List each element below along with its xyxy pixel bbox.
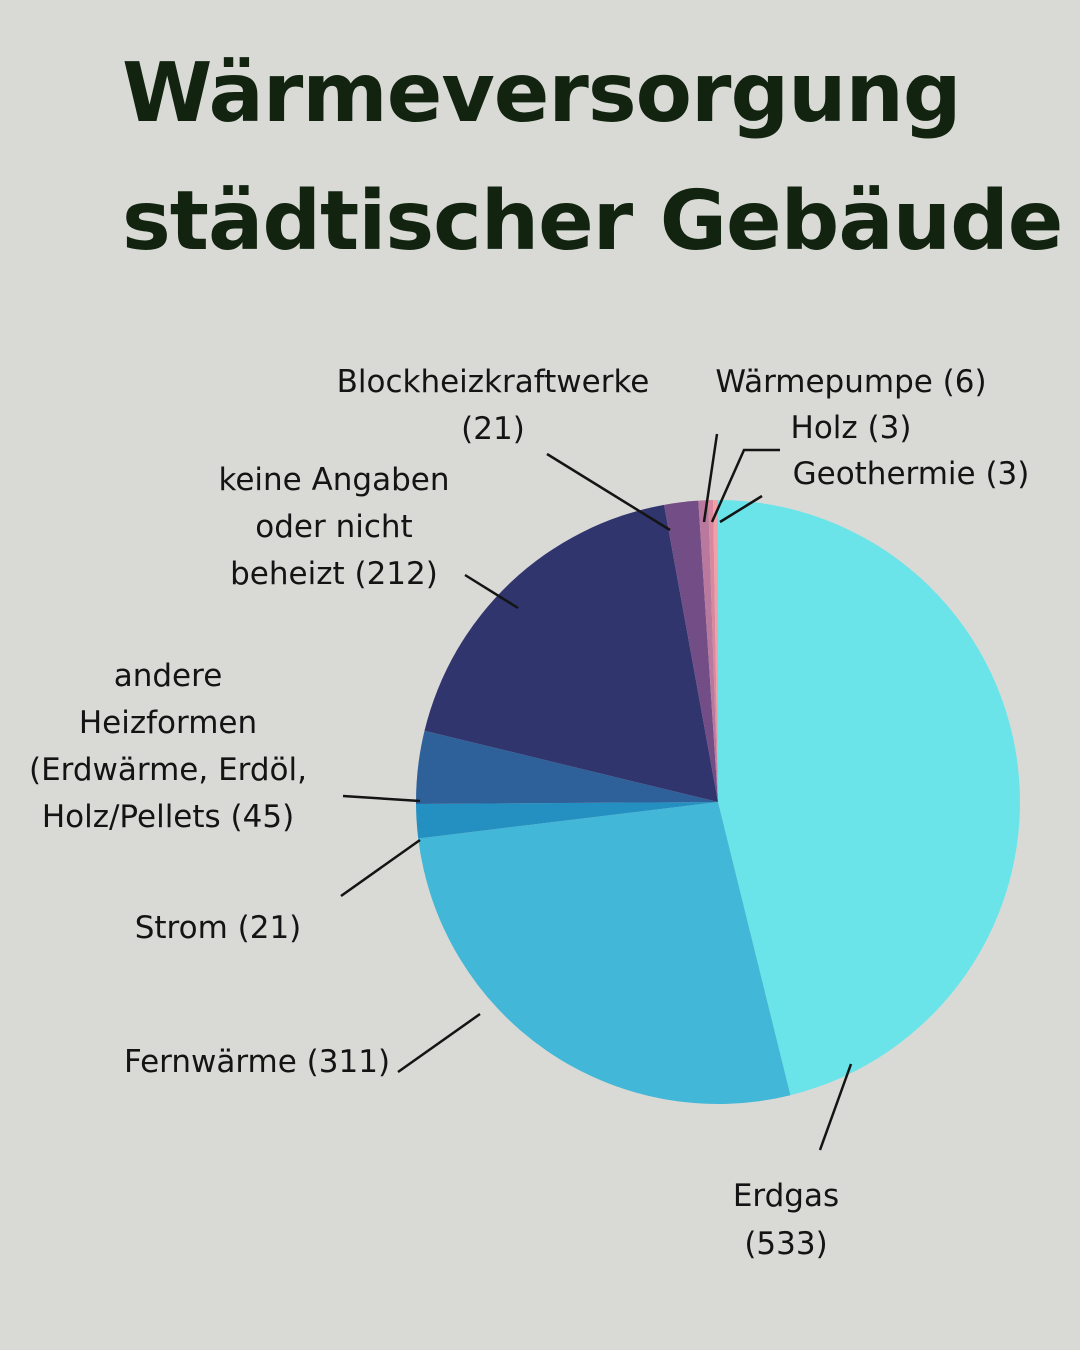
slice-label-keine-angaben: keine Angaben oder nicht beheizt (212) bbox=[218, 462, 449, 592]
leader-line-keine-angaben bbox=[464, 573, 519, 610]
leader-lines bbox=[340, 433, 853, 1151]
leader-line-fernw-rme-311 bbox=[397, 1012, 481, 1074]
pie-slice-holz-3 bbox=[708, 500, 718, 802]
slice-label-line: (21) bbox=[461, 411, 525, 447]
pie-slice-blockheizkraftwerke bbox=[664, 500, 718, 802]
pie-slice-andere bbox=[416, 730, 718, 805]
leader-line-geothermie-3 bbox=[719, 494, 763, 524]
slice-label-line: Holz/Pellets (45) bbox=[42, 799, 294, 835]
slice-label-andere: andere Heizformen (Erdwärme, Erdöl, Holz/Pe… bbox=[29, 658, 307, 835]
slice-label-line: andere bbox=[114, 658, 223, 694]
pie-slices bbox=[416, 500, 1020, 1104]
slice-label-line: Erdgas bbox=[733, 1178, 839, 1214]
chart-title: Wärmeversorgung städtischer Gebäude bbox=[122, 30, 1063, 286]
leader-line-erdgas bbox=[818, 1063, 853, 1151]
slice-label-geothermie-3: Geothermie (3) bbox=[793, 456, 1030, 492]
slice-label-blockheizkraftwerke: Blockheizkraftwerke (21) bbox=[337, 364, 650, 447]
pie-slice-strom-21 bbox=[416, 802, 718, 839]
chart-title-line-2: städtischer Gebäude bbox=[122, 174, 1063, 269]
slice-label-strom-21: Strom (21) bbox=[135, 910, 302, 946]
pie-slice-keine-angaben bbox=[424, 504, 718, 802]
slice-label-holz-3: Holz (3) bbox=[791, 410, 912, 446]
slice-label-line: beheizt (212) bbox=[230, 556, 438, 592]
slice-label-erdgas: Erdgas (533) bbox=[733, 1178, 839, 1262]
slice-label-line: Geothermie (3) bbox=[793, 456, 1030, 492]
chart-title-line-1: Wärmeversorgung bbox=[122, 46, 962, 141]
slice-label-line: oder nicht bbox=[255, 509, 412, 545]
pie-slice-erdgas bbox=[718, 500, 1020, 1096]
slice-label-line: Holz (3) bbox=[791, 410, 912, 446]
slice-labels: Erdgas (533) Fernwärme (311) Strom (21) ande… bbox=[29, 364, 1029, 1262]
slice-label-w-rmepumpe-6: Wärmepumpe (6) bbox=[715, 364, 986, 400]
slice-label-line: (Erdwärme, Erdöl, bbox=[29, 752, 307, 788]
leader-line-holz-3 bbox=[710, 448, 780, 523]
leader-line-blockheizkraftwerke bbox=[546, 452, 671, 532]
slice-label-fernw-rme-311: Fernwärme (311) bbox=[124, 1044, 390, 1080]
slice-label-line: keine Angaben bbox=[218, 462, 449, 498]
slice-label-line: Fernwärme (311) bbox=[124, 1044, 390, 1080]
leader-line-andere bbox=[342, 794, 421, 803]
slice-label-line: (533) bbox=[744, 1226, 827, 1262]
slice-label-line: Strom (21) bbox=[135, 910, 302, 946]
slice-label-line: Heizformen bbox=[79, 705, 257, 741]
leader-line-w-rmepumpe-6 bbox=[702, 433, 719, 523]
slice-label-line: Blockheizkraftwerke bbox=[337, 364, 650, 400]
pie-slice-w-rmepumpe-6 bbox=[698, 500, 718, 802]
pie-slice-fernw-rme-311 bbox=[418, 802, 791, 1104]
slice-label-line: Wärmepumpe (6) bbox=[715, 364, 986, 400]
leader-line-strom-21 bbox=[340, 838, 421, 898]
pie-slice-geothermie-3 bbox=[713, 500, 718, 802]
